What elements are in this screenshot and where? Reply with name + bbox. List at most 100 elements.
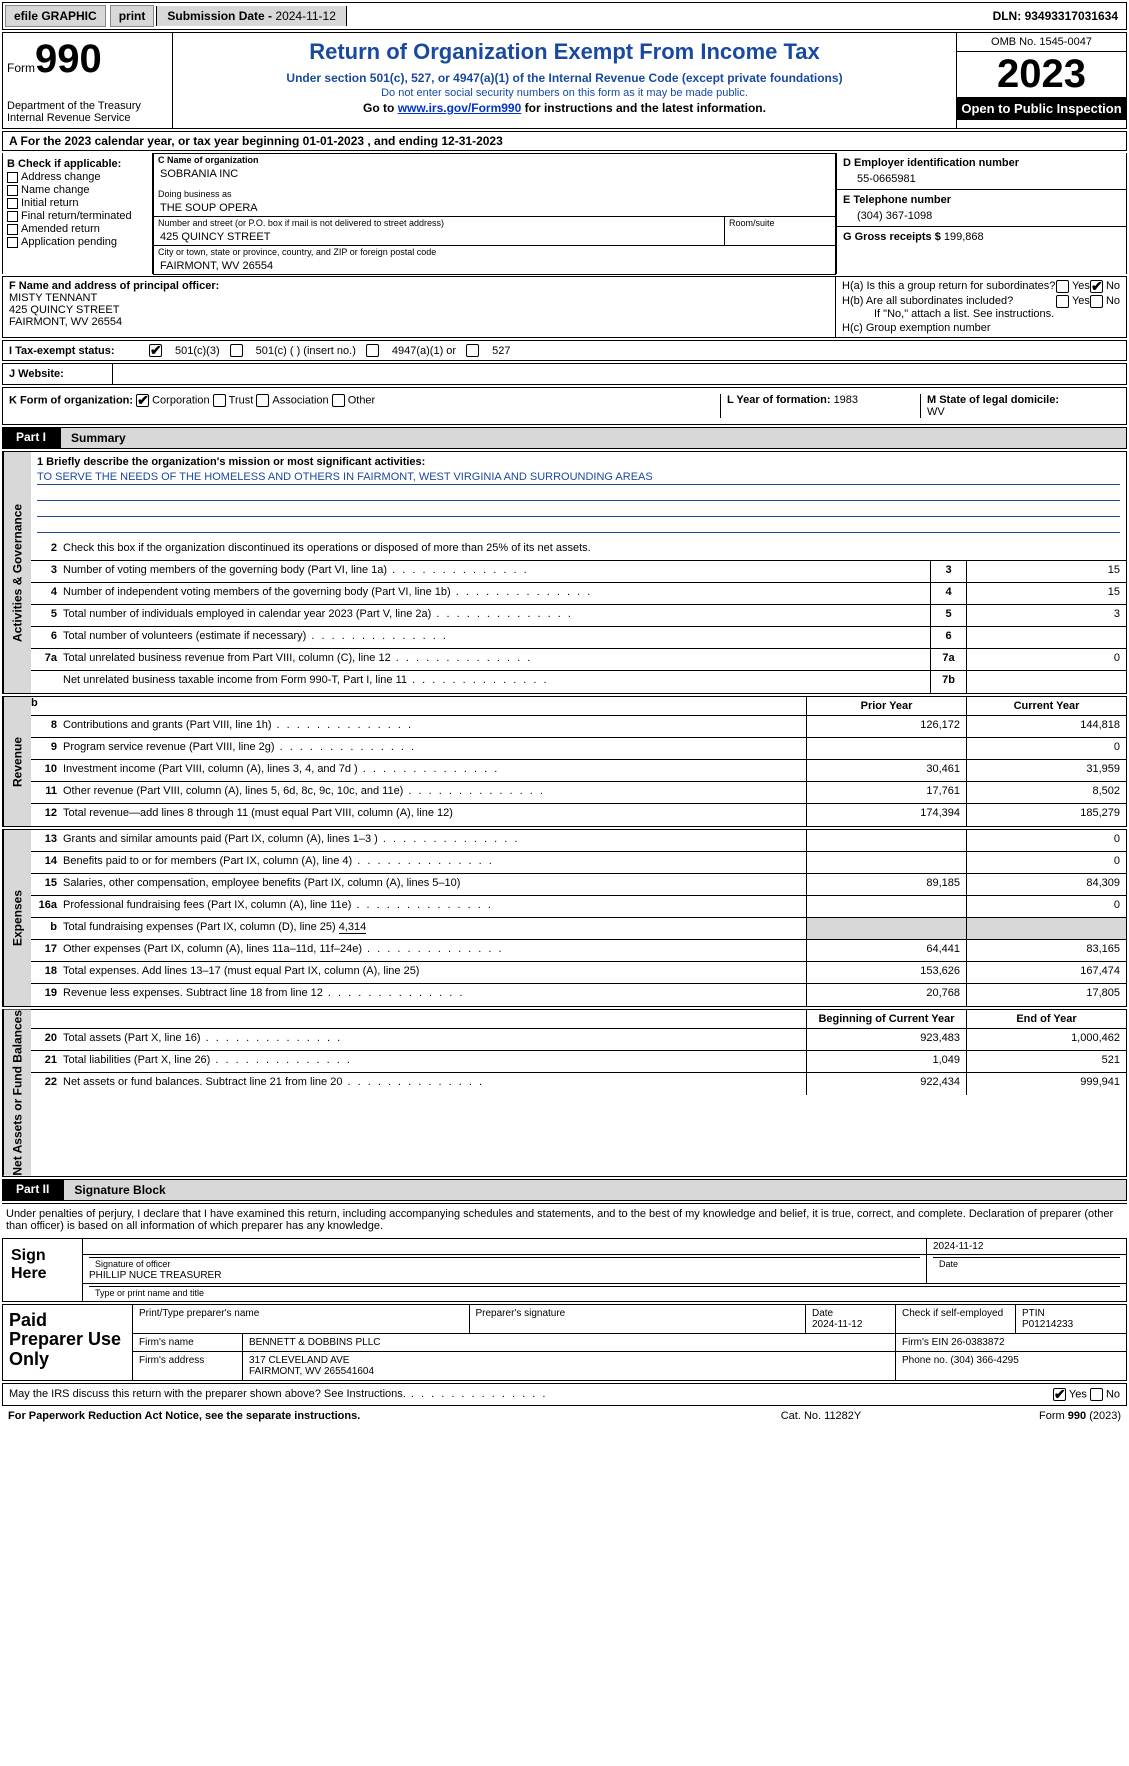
m-domicile: M State of legal domicile:WV <box>920 394 1120 418</box>
hdr-end: End of Year <box>966 1010 1126 1028</box>
efile-label: efile GRAPHIC <box>5 5 106 27</box>
activities-governance: Activities & Governance 1 Briefly descri… <box>2 451 1127 694</box>
chk-trust[interactable] <box>213 394 226 407</box>
print-button[interactable]: print <box>110 5 155 27</box>
form-ref: Form 990 (2023) <box>921 1410 1121 1422</box>
c-street-box: Number and street (or P.O. box if mail i… <box>153 216 836 246</box>
prep-label: Paid Preparer Use Only <box>3 1305 133 1380</box>
prep-self: Check if self-employed <box>896 1305 1016 1333</box>
chk-address[interactable]: Address change <box>7 171 148 183</box>
discuss-no[interactable] <box>1090 1388 1103 1401</box>
c-city-box: City or town, state or province, country… <box>153 245 836 275</box>
column-c: C Name of organization SOBRANIA INC Doin… <box>153 153 836 274</box>
dln-label: DLN: 93493317031634 <box>985 6 1126 26</box>
chk-4947[interactable] <box>366 344 379 357</box>
line-14: Benefits paid to or for members (Part IX… <box>63 852 806 873</box>
column-b: B Check if applicable: Address change Na… <box>3 153 153 274</box>
chk-501c[interactable] <box>230 344 243 357</box>
form-number: 990 <box>35 37 102 81</box>
chk-amended[interactable]: Amended return <box>7 223 148 235</box>
f-h-row: F Name and address of principal officer:… <box>2 276 1127 338</box>
c-name-box: C Name of organization SOBRANIA INC Doin… <box>153 153 836 217</box>
ein-box: D Employer identification number55-06659… <box>837 153 1126 190</box>
tax-year: 2023 <box>957 52 1126 97</box>
officer-name: PHILLIP NUCE TREASURER <box>89 1270 920 1281</box>
chk-assoc[interactable] <box>256 394 269 407</box>
discuss-text: May the IRS discuss this return with the… <box>9 1388 1053 1401</box>
line-11: Other revenue (Part VIII, column (A), li… <box>63 782 806 803</box>
footer-row: For Paperwork Reduction Act Notice, see … <box>2 1408 1127 1424</box>
firm-phone: (304) 366-4295 <box>950 1355 1018 1366</box>
hb-yes[interactable] <box>1056 295 1069 308</box>
part2-title: Signature Block <box>63 1179 1127 1201</box>
open-inspection: Open to Public Inspection <box>957 97 1126 120</box>
chk-final[interactable]: Final return/terminated <box>7 210 148 222</box>
line-15: Salaries, other compensation, employee b… <box>63 874 806 895</box>
header-sub1: Under section 501(c), 527, or 4947(a)(1)… <box>181 71 948 85</box>
line-12: Total revenue—add lines 8 through 11 (mu… <box>63 804 806 826</box>
chk-527[interactable] <box>466 344 479 357</box>
header-sub2: Do not enter social security numbers on … <box>181 87 948 99</box>
mission-block: 1 Briefly describe the organization's mi… <box>31 452 1126 539</box>
line-16b: Total fundraising expenses (Part IX, col… <box>63 918 806 939</box>
dba-name: THE SOUP OPERA <box>154 200 835 216</box>
website-value <box>113 364 1126 384</box>
part1-title: Summary <box>60 427 1127 449</box>
cat-no: Cat. No. 11282Y <box>721 1410 921 1422</box>
line-18: Total expenses. Add lines 13–17 (must eq… <box>63 962 806 983</box>
b-label: B Check if applicable: <box>7 158 121 170</box>
sign-here-label: Sign Here <box>3 1239 83 1301</box>
header-left: Form990 Department of the Treasury Inter… <box>3 33 173 128</box>
chk-name[interactable]: Name change <box>7 184 148 196</box>
line-13: Grants and similar amounts paid (Part IX… <box>63 830 806 851</box>
part2-tab: Part II <box>2 1179 63 1201</box>
line-7b: Net unrelated business taxable income fr… <box>63 671 930 693</box>
gross-box: G Gross receipts $ 199,868 <box>837 227 1126 247</box>
chk-initial[interactable]: Initial return <box>7 197 148 209</box>
vtab-rev: Revenue <box>3 697 31 826</box>
chk-other[interactable] <box>332 394 345 407</box>
phone-value: (304) 367-1098 <box>843 206 1120 222</box>
street-address: 425 QUINCY STREET <box>154 229 724 245</box>
line-16a: Professional fundraising fees (Part IX, … <box>63 896 806 917</box>
prep-name-hdr: Print/Type preparer's name <box>133 1305 470 1333</box>
line-9: Program service revenue (Part VIII, line… <box>63 738 806 759</box>
hb-no[interactable] <box>1090 295 1103 308</box>
header-goto: Go to www.irs.gov/Form990 for instructio… <box>181 101 948 115</box>
tax-year-row: A For the 2023 calendar year, or tax yea… <box>2 131 1127 151</box>
prep-ptin: P01214233 <box>1022 1319 1073 1330</box>
k-l-m-row: K Form of organization: Corporation Trus… <box>2 387 1127 425</box>
i-label: I Tax-exempt status: <box>9 345 139 357</box>
ha-yes[interactable] <box>1056 280 1069 293</box>
line-20: Total assets (Part X, line 16) <box>63 1029 806 1050</box>
j-label: J Website: <box>3 364 113 384</box>
discuss-yes[interactable] <box>1053 1388 1066 1401</box>
paid-preparer-block: Paid Preparer Use Only Print/Type prepar… <box>2 1304 1127 1381</box>
irs-link[interactable]: www.irs.gov/Form990 <box>398 101 522 115</box>
l-year: L Year of formation: 1983 <box>720 394 920 418</box>
chk-corp[interactable] <box>136 394 149 407</box>
f-officer: F Name and address of principal officer:… <box>3 277 836 337</box>
line-3: Number of voting members of the governin… <box>63 561 930 582</box>
form-word: Form <box>7 61 35 75</box>
pra-notice: For Paperwork Reduction Act Notice, see … <box>8 1410 721 1422</box>
vtab-exp: Expenses <box>3 830 31 1006</box>
line-4: Number of independent voting members of … <box>63 583 930 604</box>
chk-501c3[interactable] <box>149 344 162 357</box>
chk-pending[interactable]: Application pending <box>7 236 148 248</box>
header-center: Return of Organization Exempt From Incom… <box>173 33 956 128</box>
line-6: Total number of volunteers (estimate if … <box>63 627 930 648</box>
vtab-ag: Activities & Governance <box>3 452 31 693</box>
ha-no[interactable] <box>1090 280 1103 293</box>
prep-sig-hdr: Preparer's signature <box>470 1305 807 1333</box>
firm-name: BENNETT & DOBBINS PLLC <box>243 1334 896 1351</box>
line-8: Contributions and grants (Part VIII, lin… <box>63 716 806 737</box>
submission-cell: Submission Date - 2024-11-12 <box>156 6 347 26</box>
header-right: OMB No. 1545-0047 2023 Open to Public In… <box>956 33 1126 128</box>
form-header: Form990 Department of the Treasury Inter… <box>2 32 1127 129</box>
column-d: D Employer identification number55-06659… <box>836 153 1126 274</box>
org-name: SOBRANIA INC <box>154 166 835 182</box>
website-row: J Website: <box>2 363 1127 385</box>
perjury-para: Under penalties of perjury, I declare th… <box>2 1203 1127 1236</box>
entity-grid: B Check if applicable: Address change Na… <box>2 153 1127 274</box>
